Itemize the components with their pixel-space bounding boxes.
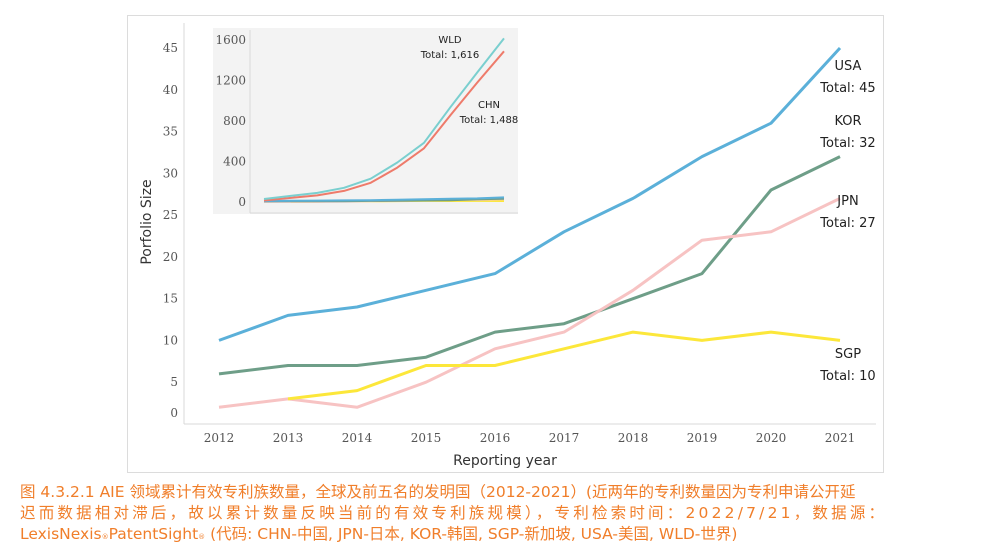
inset-y-tick-label: 400: [223, 155, 246, 169]
y-tick-label: 25: [163, 208, 178, 222]
x-tick-label: 2021: [825, 431, 856, 445]
series-label-name-sgp: SGP: [835, 347, 861, 362]
inset-y-tick-label: 1600: [215, 33, 246, 47]
series-line-kor: [218, 155, 841, 376]
inset-label-total-chn: Total: 1,488: [459, 115, 519, 126]
inset-y-tick-label: 1200: [215, 74, 246, 88]
main-series-lines: [218, 46, 842, 409]
registered-mark: ®: [101, 533, 109, 541]
x-tick-label: 2015: [411, 431, 442, 445]
x-tick-label: 2020: [756, 431, 787, 445]
caption-codes: (代码: CHN-中国, JPN-日本, KOR-韩国, SGP-新加坡, US…: [205, 525, 738, 543]
caption-source-lexisnexis: LexisNexis: [20, 525, 102, 543]
x-tick-label: 2016: [480, 431, 511, 445]
y-tick-label: 15: [163, 292, 178, 306]
caption-line-1: 图 4.3.2.1 AIE 领域累计有效专利族数量，全球及前五名的发明国（201…: [20, 483, 856, 501]
y-tick-label: 45: [163, 41, 178, 55]
x-axis-title: Reporting year: [453, 453, 557, 469]
inset-label-total-wld: Total: 1,616: [420, 50, 480, 61]
line-chart: 0 5 10 15 20 25 30 35 40 45 2012 2013 2014 2015 2016 20…: [139, 23, 876, 469]
series-line-usa: [218, 46, 842, 342]
inset-series-line-wld: [263, 37, 505, 200]
series-line-jpn: [218, 197, 841, 409]
inset-y-tick-label: 800: [223, 114, 246, 128]
series-label-total-jpn: Total: 27: [819, 216, 875, 231]
series-label-total-sgp: Total: 10: [819, 369, 875, 384]
y-axis-title: Porfolio Size: [139, 179, 155, 264]
caption-line-3: LexisNexis®PatentSight® (代码: CHN-中国, JPN…: [20, 524, 995, 545]
y-tick-label: 10: [163, 333, 178, 347]
series-label-total-kor: Total: 32: [819, 136, 875, 151]
series-label-name-jpn: JPN: [836, 194, 858, 209]
figure-caption: 图 4.3.2.1 AIE 领域累计有效专利族数量，全球及前五名的发明国（201…: [20, 482, 995, 545]
y-tick-label: 30: [163, 166, 178, 180]
inset-background: [213, 28, 518, 214]
y-tick-label: 5: [170, 375, 178, 389]
series-labels: USA Total: 45 KOR Total: 32 JPN Total: 27 SGP T…: [420, 35, 876, 384]
inset-label-name-chn: CHN: [478, 100, 500, 111]
x-tick-label: 2018: [618, 431, 649, 445]
inset-y-tick-label: 0: [238, 195, 246, 209]
series-label-name-usa: USA: [835, 59, 862, 74]
series-line-sgp: [287, 330, 841, 401]
caption-source-patentsight: PatentSight: [108, 525, 199, 543]
y-tick-label: 0: [170, 406, 178, 420]
y-tick-label: 20: [163, 250, 178, 264]
y-tick-label: 40: [163, 83, 178, 97]
x-tick-label: 2012: [204, 431, 235, 445]
x-tick-label: 2017: [549, 431, 580, 445]
inset-series-line-usa: [263, 196, 505, 202]
x-tick-label: 2013: [273, 431, 304, 445]
inset-label-name-wld: WLD: [438, 35, 461, 46]
x-tick-label: 2014: [342, 431, 373, 445]
y-tick-label: 35: [163, 125, 178, 139]
series-label-total-usa: Total: 45: [819, 81, 875, 96]
inset-axes: 0 400 800 1200 1600: [215, 30, 518, 214]
main-axes: 0 5 10 15 20 25 30 35 40 45 2012 2013 2014 2015 2016 20…: [139, 23, 876, 469]
x-tick-label: 2019: [687, 431, 718, 445]
inset-series-line-chn: [263, 50, 505, 202]
series-label-name-kor: KOR: [834, 114, 861, 129]
caption-line-2: 迟而数据相对滞后，故以累计数量反映当前的有效专利族规模），专利检索时间：2022…: [20, 504, 888, 522]
inset-series-lines: [263, 37, 505, 203]
registered-mark: ®: [198, 533, 206, 541]
